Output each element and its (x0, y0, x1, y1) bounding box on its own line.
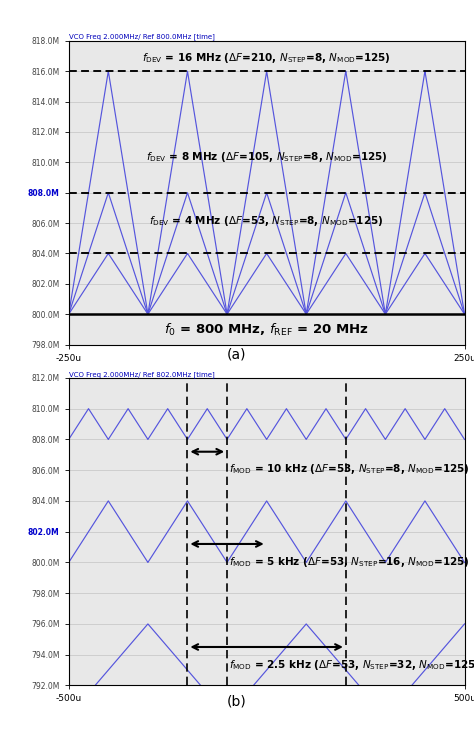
Text: $f_0$ = 800 MHz, $f_{\mathrm{REF}}$ = 20 MHz: $f_0$ = 800 MHz, $f_{\mathrm{REF}}$ = 20… (164, 322, 369, 338)
Text: $f_{\mathrm{DEV}}$ = 8 MHz ($\Delta F$=105, $N_{\mathrm{STEP}}$=8, $N_{\mathrm{M: $f_{\mathrm{DEV}}$ = 8 MHz ($\Delta F$=1… (146, 150, 387, 164)
Text: (b): (b) (227, 694, 247, 708)
Text: $f_{\mathrm{MOD}}$ = 2.5 kHz ($\Delta F$=53, $N_{\mathrm{STEP}}$=32, $N_{\mathrm: $f_{\mathrm{MOD}}$ = 2.5 kHz ($\Delta F$… (229, 658, 474, 672)
Text: $f_{\mathrm{MOD}}$ = 10 kHz ($\Delta F$=53, $N_{\mathrm{STEP}}$=8, $N_{\mathrm{M: $f_{\mathrm{MOD}}$ = 10 kHz ($\Delta F$=… (229, 462, 470, 476)
Text: VCO Freq 2.000MHz/ Ref 802.0MHz [time]: VCO Freq 2.000MHz/ Ref 802.0MHz [time] (69, 370, 214, 378)
Text: $f_{\mathrm{DEV}}$ = 4 MHz ($\Delta F$=53, $N_{\mathrm{STEP}}$=8, $N_{\mathrm{MO: $f_{\mathrm{DEV}}$ = 4 MHz ($\Delta F$=5… (149, 214, 384, 228)
Text: $f_{\mathrm{DEV}}$ = 16 MHz ($\Delta F$=210, $N_{\mathrm{STEP}}$=8, $N_{\mathrm{: $f_{\mathrm{DEV}}$ = 16 MHz ($\Delta F$=… (142, 51, 391, 65)
Text: $f_{\mathrm{MOD}}$ = 5 kHz ($\Delta F$=53, $N_{\mathrm{STEP}}$=16, $N_{\mathrm{M: $f_{\mathrm{MOD}}$ = 5 kHz ($\Delta F$=5… (229, 555, 470, 569)
Text: (a): (a) (227, 348, 247, 362)
Text: VCO Freq 2.000MHz/ Ref 800.0MHz [time]: VCO Freq 2.000MHz/ Ref 800.0MHz [time] (69, 33, 215, 41)
